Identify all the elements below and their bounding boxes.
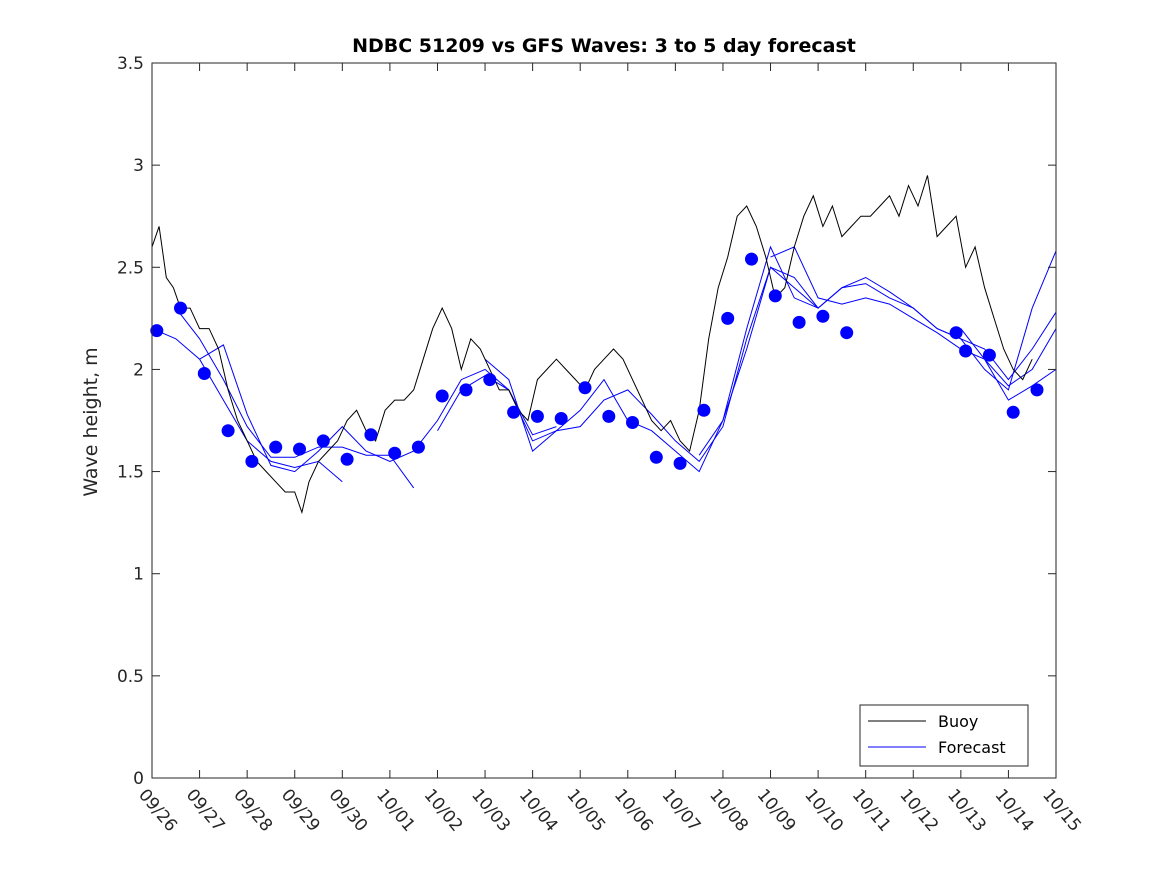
forecast-marker: [483, 373, 497, 387]
legend-box: [859, 704, 1029, 767]
y-tick-label: 1.5: [117, 463, 144, 483]
forecast-marker: [673, 456, 687, 470]
y-axis-label: Wave height, m: [80, 347, 102, 496]
forecast-marker: [316, 434, 330, 448]
y-tick-label: 0: [133, 769, 144, 789]
y-tick-label: 3: [133, 156, 144, 176]
forecast-marker: [554, 412, 568, 425]
forecast-marker: [411, 440, 425, 454]
forecast-marker: [364, 428, 378, 442]
legend-forecast-label: Forecast: [938, 738, 1006, 757]
forecast-marker: [982, 348, 996, 362]
forecast-line: [698, 266, 1057, 456]
forecast-marker: [221, 424, 235, 438]
forecast-marker: [626, 416, 639, 429]
legend-buoy-label: Buoy: [938, 712, 978, 731]
forecast-marker: [293, 442, 306, 456]
forecast-marker: [840, 326, 854, 340]
forecast-marker: [697, 403, 711, 417]
forecast-marker: [197, 367, 211, 380]
forecast-marker: [459, 383, 473, 397]
forecast-line: [770, 246, 1057, 387]
forecast-marker: [435, 389, 449, 403]
forecast-marker: [340, 452, 354, 466]
forecast-marker: [745, 252, 758, 266]
forecast-marker: [1030, 383, 1044, 397]
forecast-marker: [245, 454, 259, 468]
y-tick-label: 3.5: [117, 54, 144, 74]
forecast-line: [960, 328, 1057, 401]
forecast-marker: [507, 405, 521, 419]
plot-area: [150, 175, 1057, 515]
forecast-line: [199, 344, 557, 473]
chart-title: NDBC 51209 vs GFS Waves: 3 to 5 day fore…: [352, 35, 856, 57]
forecast-marker: [792, 315, 806, 329]
forecast-marker: [150, 324, 164, 338]
forecast-marker: [816, 309, 830, 323]
plot-frame: [151, 62, 1057, 779]
forecast-line: [175, 307, 415, 489]
forecast-marker: [649, 450, 663, 464]
forecast-marker: [530, 409, 544, 423]
forecast-marker: [174, 301, 187, 315]
legend: Buoy Forecast: [859, 704, 1029, 767]
forecast-marker: [1006, 405, 1020, 419]
y-tick-label: 0.5: [117, 667, 144, 687]
forecast-marker: [768, 289, 782, 303]
forecast-marker: [949, 326, 963, 340]
forecast-marker: [721, 311, 735, 325]
y-tick-label: 1: [133, 565, 144, 585]
forecast-marker: [388, 446, 402, 460]
y-tick-label: 2: [133, 360, 144, 380]
forecast-marker: [602, 409, 616, 423]
y-tick-label: 2.5: [117, 258, 144, 278]
forecast-line: [437, 266, 819, 463]
forecast-marker: [578, 381, 592, 395]
forecast-marker: [269, 440, 283, 454]
forecast-marker: [959, 344, 973, 358]
